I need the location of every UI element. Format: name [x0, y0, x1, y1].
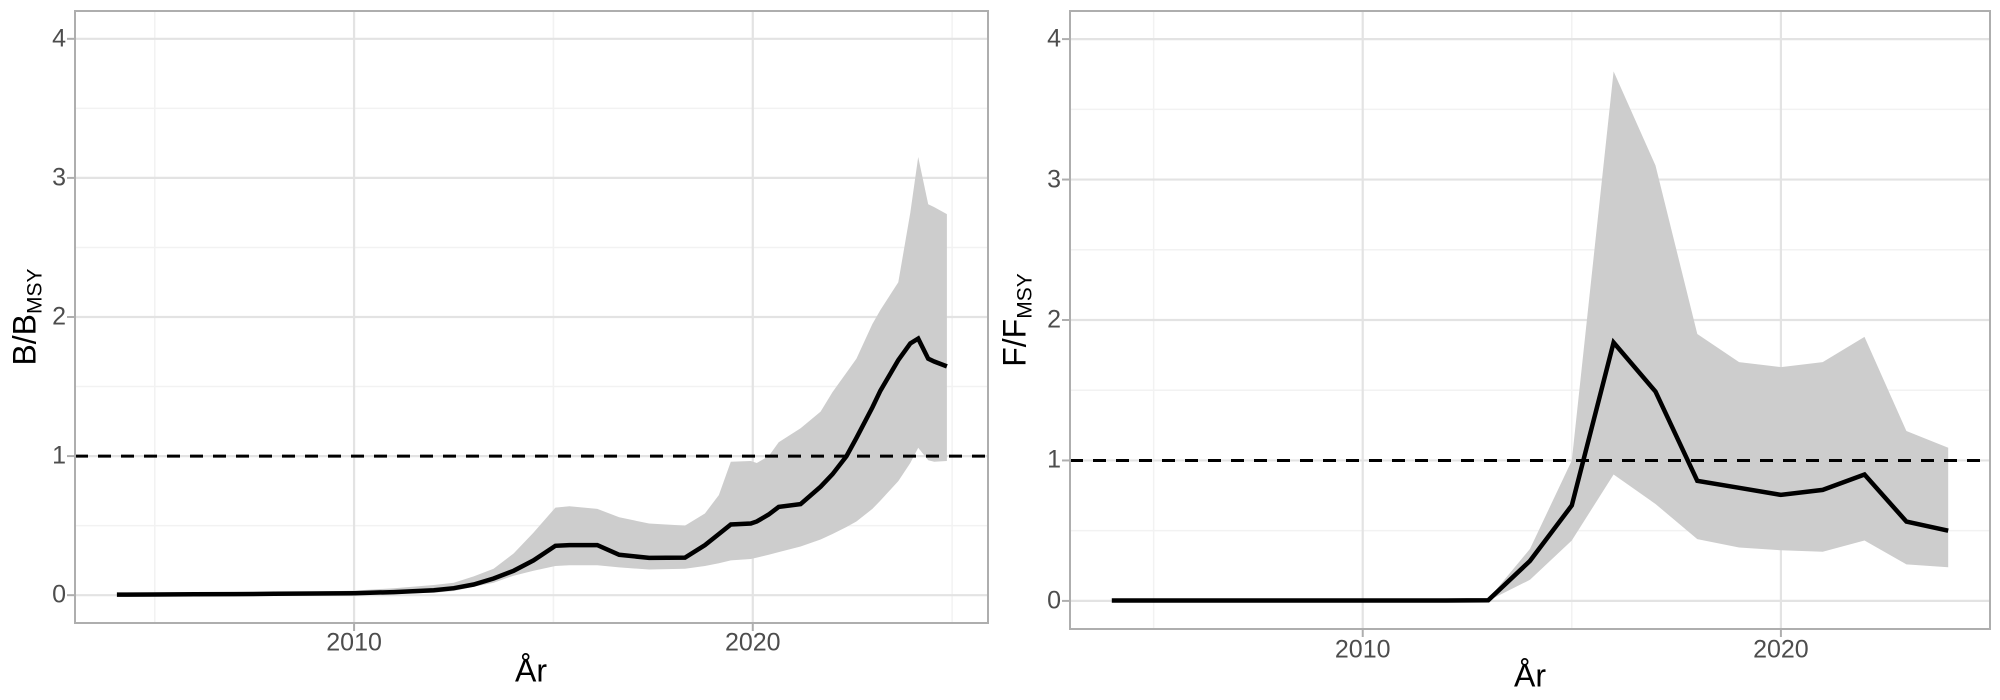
y-tick-label: 0	[1047, 586, 1061, 615]
y-tick-label: 4	[52, 24, 66, 53]
x-tick-label: 2010	[326, 628, 382, 657]
x-tick-label: 2020	[724, 628, 781, 657]
x-tick-label: 2010	[1334, 635, 1391, 664]
y-axis-title-biomass: B/BMSY	[7, 268, 48, 365]
x-tick-label: 2020	[1753, 635, 1809, 664]
estimate-line	[116, 335, 948, 597]
chart-relative-fishing-mortality	[1062, 10, 1991, 637]
x-axis-title-biomass: År	[515, 652, 547, 689]
confidence-ribbon	[1111, 71, 1949, 601]
y-axis-title-biomass-subscript: MSY	[23, 268, 47, 314]
y-tick-label: 1	[52, 441, 66, 470]
estimate-line	[1111, 337, 1949, 603]
y-axis-title-fishing-mortality: F/FMSY	[997, 273, 1038, 367]
x-axis-title-fishing-mortality: År	[1514, 657, 1546, 694]
y-tick-label: 0	[52, 580, 66, 609]
y-axis-title-fishing-mortality-subscript: MSY	[1013, 273, 1037, 319]
y-tick-label: 1	[1047, 445, 1061, 474]
y-tick-label: 4	[1047, 24, 1061, 53]
y-axis-title-biomass-base: B/B	[6, 313, 43, 366]
confidence-ribbon	[116, 157, 947, 595]
y-tick-label: 3	[1047, 165, 1061, 194]
y-tick-label: 2	[1047, 305, 1061, 334]
y-tick-label: 2	[52, 302, 66, 331]
y-tick-label: 3	[52, 163, 66, 192]
chart-relative-biomass	[67, 10, 989, 631]
y-axis-title-fishing-mortality-base: F/F	[996, 318, 1033, 367]
